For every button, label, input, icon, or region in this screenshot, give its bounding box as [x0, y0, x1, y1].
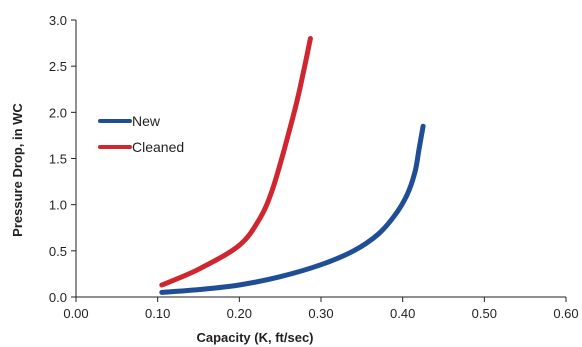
- legend-label-cleaned: Cleaned: [132, 139, 184, 155]
- x-tick-label: 0.60: [553, 306, 578, 321]
- y-tick-label: 2.0: [49, 105, 67, 120]
- x-tick-label: 0.00: [63, 306, 88, 321]
- legend-item-new: New: [98, 113, 161, 129]
- series-lines: [159, 36, 426, 295]
- x-tick-label: 0.40: [390, 306, 415, 321]
- y-tick-label: 3.0: [49, 13, 67, 28]
- y-ticks: 0.0 0.5 1.0 1.5 2.0 2.5 3.0: [49, 13, 76, 305]
- series-line-cleaned: [159, 36, 313, 288]
- legend-label-new: New: [132, 113, 161, 129]
- y-tick-label: 0.0: [49, 290, 67, 305]
- y-tick-label: 2.5: [49, 59, 67, 74]
- y-tick-label: 1.5: [49, 152, 67, 167]
- x-ticks: 0.00 0.10 0.20 0.30 0.40 0.50 0.60: [63, 297, 579, 321]
- series-line-new: [159, 123, 426, 295]
- y-tick-label: 1.0: [49, 198, 67, 213]
- legend-item-cleaned: Cleaned: [98, 139, 184, 155]
- y-tick-label: 0.5: [49, 244, 67, 259]
- x-tick-label: 0.20: [227, 306, 252, 321]
- legend: New Cleaned: [98, 113, 184, 155]
- x-tick-label: 0.10: [145, 306, 170, 321]
- plot-area: 0.00 0.10 0.20 0.30 0.40 0.50 0.60 0.0 0.5 1.0 1.…: [49, 13, 579, 321]
- x-axis-title: Capacity (K, ft/sec): [196, 330, 313, 345]
- x-tick-label: 0.30: [308, 306, 333, 321]
- x-tick-label: 0.50: [472, 306, 497, 321]
- y-axis-title: Pressure Drop, in WC: [10, 103, 25, 237]
